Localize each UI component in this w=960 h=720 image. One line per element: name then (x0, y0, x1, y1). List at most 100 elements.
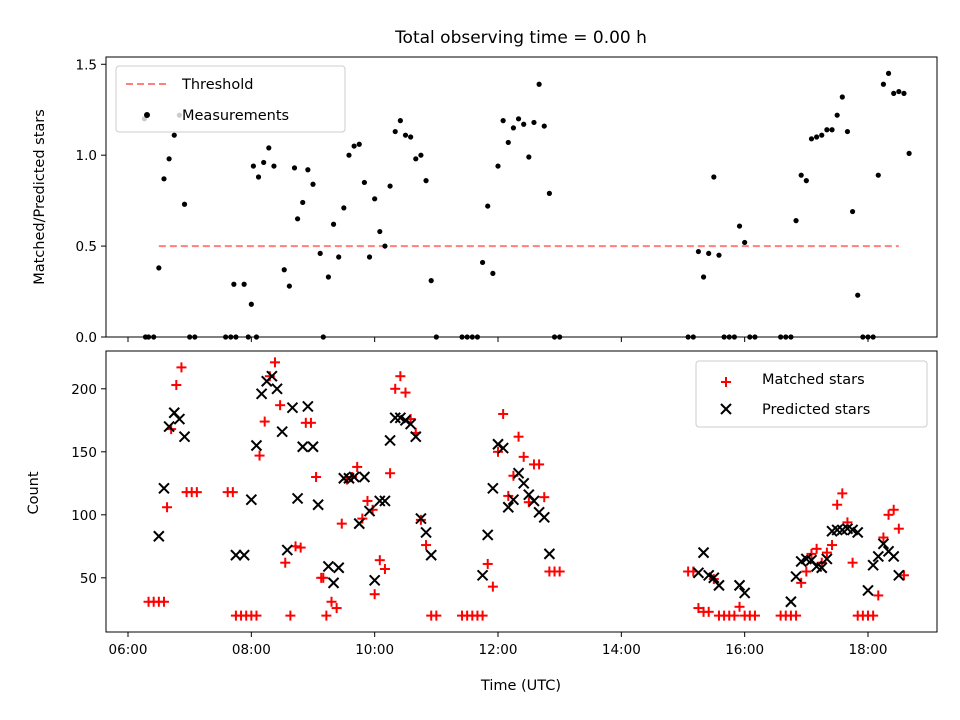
matched-star-point (259, 416, 270, 427)
measurement-point (880, 81, 887, 87)
predicted-star-point (358, 471, 371, 483)
predicted-star-point (507, 493, 520, 506)
predicted-star-point (497, 442, 509, 454)
matched-star-point (796, 577, 807, 588)
predicted-star-point (738, 587, 751, 599)
bottom-y-tick-label: 50 (80, 571, 97, 587)
predicted-star-point (785, 596, 797, 608)
predicted-star-point (867, 559, 879, 571)
bottom-legend-box (695, 360, 928, 428)
matched-star-point (729, 610, 740, 621)
matched-star-point (847, 557, 858, 568)
bottom-y-tick-label: 150 (71, 445, 97, 461)
predicted-star-point (420, 526, 432, 539)
measurement-point (510, 125, 517, 131)
measurement-point (408, 134, 414, 140)
matched-star-point (811, 543, 822, 554)
predicted-star-point (476, 569, 489, 582)
top-y-tick-label: 0.0 (76, 330, 97, 346)
predicted-star-point (733, 579, 746, 592)
measurement-point (808, 136, 815, 142)
measurement-point (248, 301, 254, 307)
measurement-point (855, 292, 861, 298)
matched-star-point (898, 570, 909, 581)
matched-star-point (837, 488, 848, 499)
matched-star-point (311, 472, 322, 483)
matched-star-point (827, 540, 838, 551)
measurement-point (166, 156, 172, 162)
predicted-star-point (425, 549, 437, 561)
predicted-star-point (281, 544, 294, 556)
measurement-point (387, 183, 393, 189)
predicted-star-point (502, 501, 514, 513)
matched-star-point (269, 357, 280, 368)
measurement-point (418, 152, 424, 158)
bottom-plot-frame (105, 350, 938, 633)
measurement-point (281, 267, 287, 273)
predicted-star-point (538, 511, 550, 524)
bottom-plot-area: 50 100 150 200 06:00 08:00 10:00 12:00 14:00 16:… (26, 350, 938, 694)
matched-star-point (873, 590, 884, 601)
predicted-star-point (307, 441, 319, 453)
measurement-point (736, 223, 743, 229)
measurement-point (824, 127, 830, 133)
top-x-ticks (127, 337, 869, 342)
matched-star-point (305, 417, 316, 428)
measurement-point (849, 208, 856, 215)
matched-star-point (158, 596, 169, 607)
matched-star-point (791, 610, 802, 621)
predicted-star-point (384, 434, 396, 447)
predicted-star-point (153, 530, 165, 542)
predicted-star-point (877, 538, 890, 550)
matched-star-point (326, 596, 337, 607)
top-plot-frame (105, 56, 938, 338)
measurement-point (346, 152, 352, 158)
measurement-point (305, 167, 311, 173)
predicted-star-point (327, 577, 340, 589)
measurement-point (839, 94, 845, 100)
predicted-star-point (266, 370, 278, 382)
x-axis-label: Time (UTC) (480, 678, 561, 694)
measurement-point (377, 228, 383, 235)
x-tick-label: 06:00 (109, 642, 148, 658)
measurement-point (294, 216, 301, 222)
matched-star-point (554, 566, 565, 577)
matched-star-point (888, 504, 899, 515)
predicted-star-point (338, 472, 350, 484)
top-data-points (141, 70, 912, 340)
predicted-star-point (374, 495, 386, 507)
measurement-point (706, 250, 712, 256)
matched-star-point (336, 518, 347, 529)
predicted-legend-label: Predicted stars (762, 402, 870, 418)
measurement-point (485, 203, 491, 209)
measurement-point (700, 274, 707, 280)
predicted-star-point (312, 499, 324, 511)
matched-star-point (176, 362, 187, 373)
measurement-point (546, 190, 552, 196)
measurement-point (814, 134, 820, 140)
measurement-point (300, 199, 306, 206)
measurement-point (171, 132, 177, 138)
matched-star-point (868, 610, 879, 621)
matched-star-point (477, 610, 488, 621)
measurement-point (266, 145, 272, 151)
measurement-point (356, 141, 362, 147)
matched-star-point (539, 492, 550, 503)
predicted-star-point (276, 425, 288, 438)
predicted-star-point (332, 562, 345, 574)
predicted-star-point (245, 493, 258, 506)
top-legend: Threshold Measurements (115, 65, 346, 133)
measurement-point (250, 163, 256, 169)
matched-star-point (703, 606, 714, 617)
matched-legend-label: Matched stars (762, 372, 865, 388)
matched-star-point (251, 610, 262, 621)
matched-star-point (693, 603, 704, 614)
measurement-point (231, 281, 237, 287)
matched-star-point (734, 601, 745, 612)
predicted-star-point (517, 477, 530, 490)
predicted-star-point (872, 550, 884, 563)
bottom-legend: Matched stars Predicted stars (695, 360, 928, 428)
measurement-point (336, 254, 342, 260)
measurement-point (515, 116, 522, 122)
matched-star-point (390, 383, 401, 394)
